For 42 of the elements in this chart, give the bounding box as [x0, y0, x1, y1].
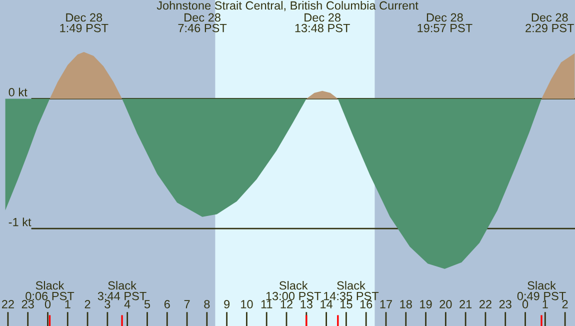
annotation: Slack 13:00 PST — [266, 281, 321, 300]
x-tick-label: 2 — [84, 300, 90, 308]
x-tick-label: 19 — [420, 300, 432, 308]
chart-title: Johnstone Strait Central, British Columbia Current — [156, 1, 418, 12]
x-tick-label: 8 — [204, 300, 210, 308]
y-tick-label: -1 kt — [8, 218, 32, 226]
annotation: Slack 14:35 PST — [324, 281, 379, 300]
annotation: Slack 3:44 PST — [98, 281, 146, 300]
annotation: Dec 28 1:49 PST — [60, 13, 108, 32]
x-tick-label: 12 — [280, 300, 292, 308]
x-tick-label: 3 — [104, 300, 110, 308]
annotation: Dec 28 13:48 PST — [295, 13, 350, 32]
annotation: Dec 28 2:29 PST — [526, 13, 574, 32]
x-tick-label: 11 — [261, 300, 272, 308]
annotation: Slack 0:49 PST — [517, 281, 566, 300]
x-tick-label: 23 — [22, 300, 34, 308]
x-tick-label: 6 — [164, 300, 170, 308]
x-tick-label: 9 — [224, 300, 230, 308]
y-tick-label: 0 kt — [8, 88, 28, 96]
annotation: Dec 28 7:46 PST — [178, 13, 227, 32]
x-tick-label: 22 — [2, 300, 14, 308]
x-tick-label: 20 — [440, 300, 452, 308]
x-tick-label: 5 — [144, 300, 150, 308]
x-tick-label: 7 — [184, 300, 190, 308]
x-tick-label: 2 — [562, 300, 568, 308]
x-tick-label: 13 — [300, 300, 312, 308]
x-tick-label: 22 — [479, 300, 492, 308]
annotation: Dec 28 19:57 PST — [418, 13, 472, 32]
x-tick-label: 1 — [65, 300, 70, 308]
x-tick-label: 17 — [380, 300, 392, 308]
x-tick-label: 4 — [124, 300, 130, 308]
x-tick-label: 14 — [320, 300, 333, 308]
x-tick-label: 15 — [340, 300, 352, 308]
annotation: Slack 0:06 PST — [26, 281, 74, 300]
x-tick-label: 0 — [44, 300, 51, 308]
x-tick-label: 21 — [460, 300, 472, 308]
x-tick-label: 18 — [400, 300, 412, 308]
x-tick-label: 1 — [542, 300, 548, 308]
x-tick-label: 16 — [360, 300, 372, 308]
x-tick-label: 23 — [499, 300, 512, 308]
x-tick-label: 10 — [241, 300, 253, 308]
x-tick-label: 0 — [522, 300, 528, 308]
